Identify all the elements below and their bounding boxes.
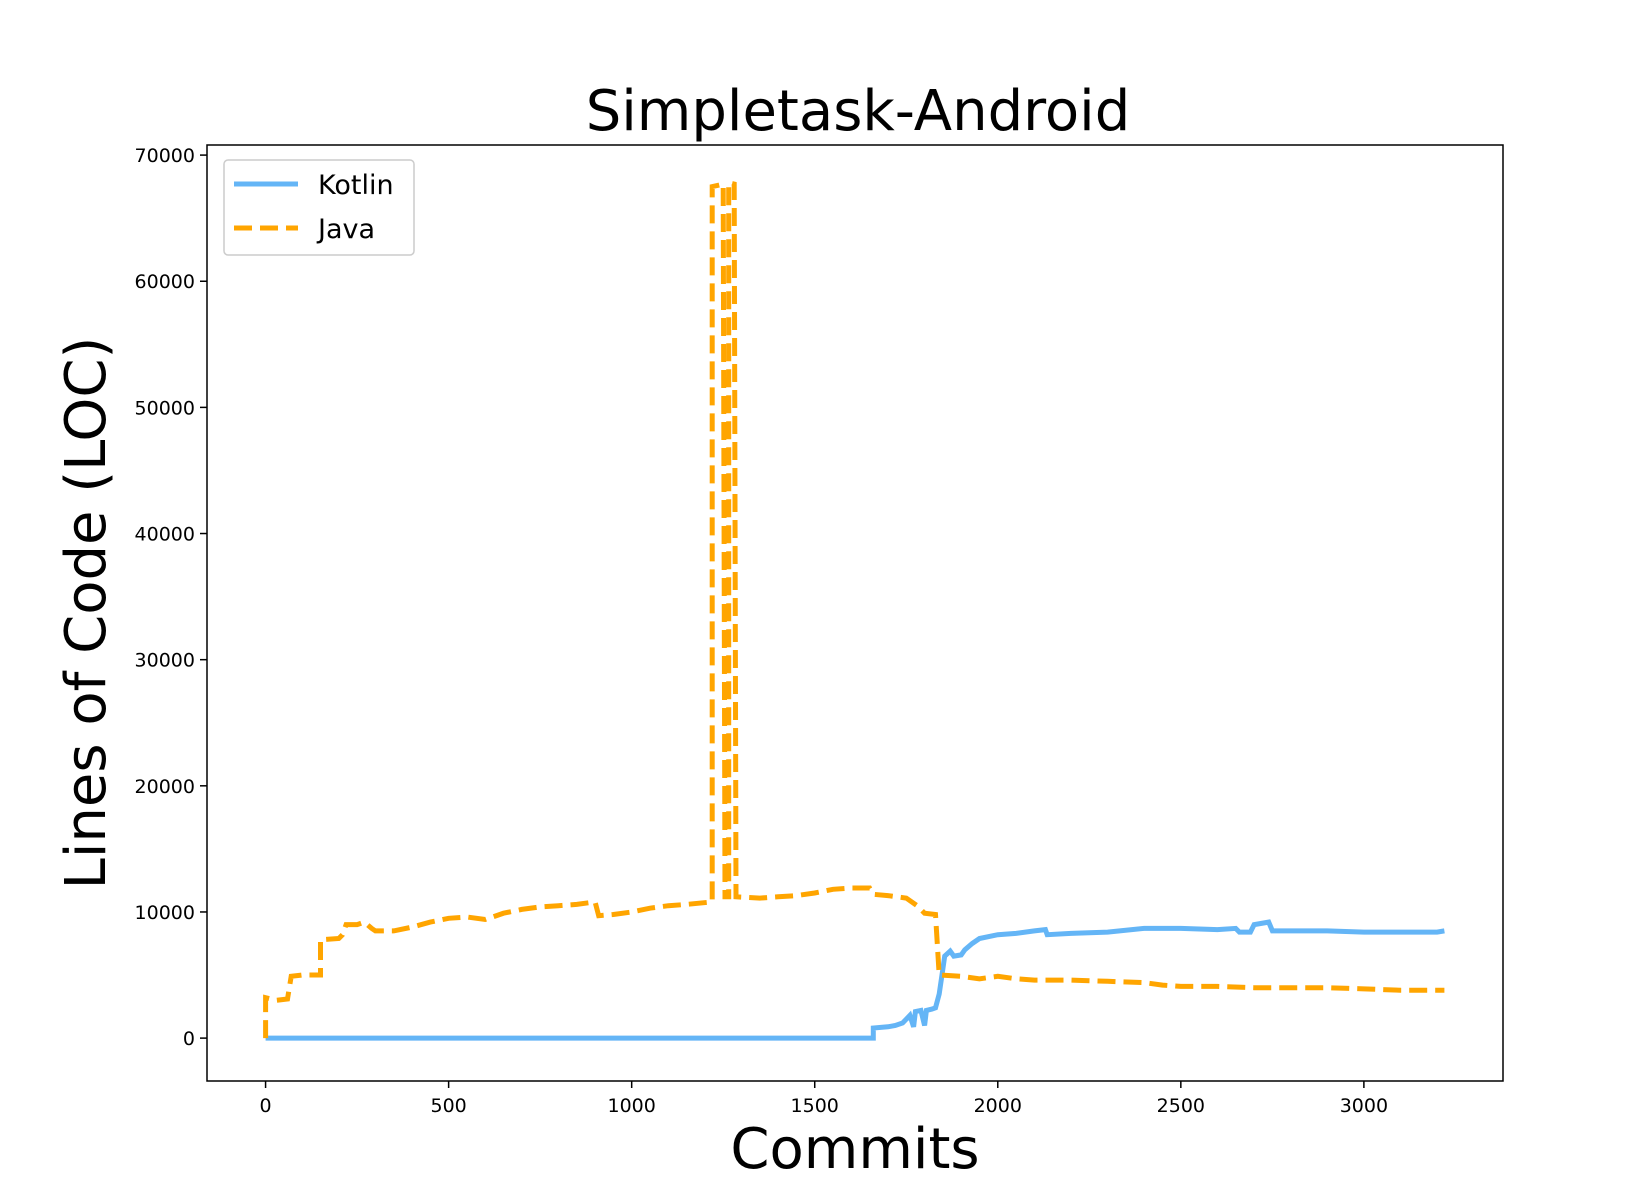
y-tick-label-7: 70000	[135, 145, 195, 167]
legend: Kotlin Java	[223, 159, 415, 256]
x-tick-label-5: 2500	[1157, 1095, 1205, 1117]
x-tick-label-3: 1500	[791, 1095, 839, 1117]
legend-label-kotlin: Kotlin	[318, 170, 394, 201]
x-tick-label-0: 0	[260, 1095, 272, 1117]
x-tick-label-2: 1000	[607, 1095, 655, 1117]
y-tick-label-6: 60000	[135, 271, 195, 293]
x-tick-label-6: 3000	[1340, 1095, 1388, 1117]
y-axis-label: Lines of Code (LOC)	[54, 337, 119, 890]
series-layer	[263, 179, 1445, 1041]
x-axis-label: Commits	[730, 1117, 979, 1182]
series-line-kotlin	[265, 919, 1445, 1041]
plot-area	[206, 144, 1504, 1082]
y-tick-label-2: 20000	[135, 776, 195, 798]
x-tick-label-1: 500	[430, 1095, 466, 1117]
y-tick-label-1: 10000	[135, 902, 195, 924]
chart-title: Simpletask-Android	[586, 79, 1131, 144]
y-axis-ticks: 0 10000 20000 30000 40000 50000 60000 70000	[135, 145, 207, 1050]
legend-label-java: Java	[316, 214, 375, 245]
y-tick-label-3: 30000	[135, 650, 195, 672]
y-tick-label-4: 40000	[135, 524, 195, 546]
x-tick-label-4: 2000	[974, 1095, 1022, 1117]
series-line-java	[263, 179, 1445, 1039]
x-axis-ticks: 0 500 1000 1500 2000 2500 3000	[260, 1081, 1388, 1117]
y-tick-label-0: 0	[183, 1028, 195, 1050]
y-tick-label-5: 50000	[135, 397, 195, 419]
